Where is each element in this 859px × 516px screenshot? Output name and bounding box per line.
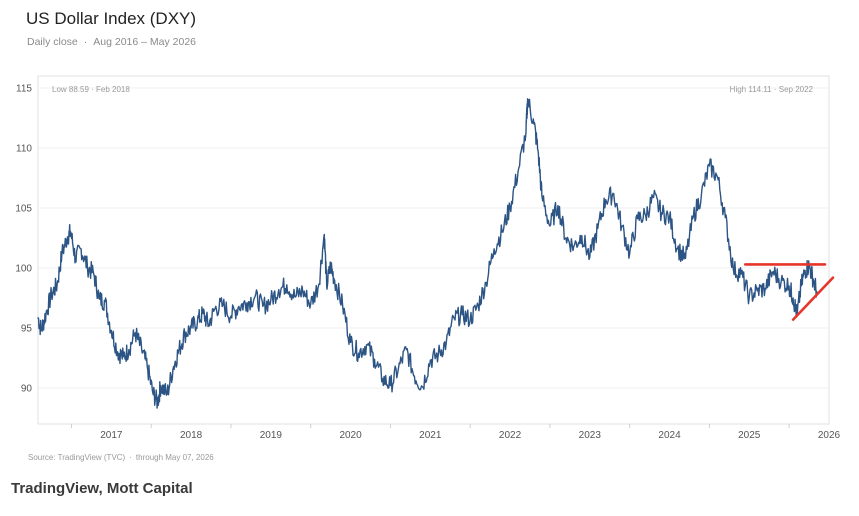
subtitle-separator: · [83,36,88,48]
x-tick-label-2024: 2024 [658,430,681,441]
source-separator: · [129,453,132,462]
subtitle-frequency: Daily close [27,36,78,48]
x-tick-label-2019: 2019 [260,430,283,441]
y-tick-label-100: 100 [15,264,32,275]
low-annotation: Low 88.59 · Feb 2018 [52,85,130,94]
trendline-layer [743,263,835,321]
x-tick-label-2023: 2023 [579,430,602,441]
chart-source: Source: TradingView (TVC) · through May 07… [28,453,214,462]
annotation-layer: Low 88.59 · Feb 2018 High 114.11 · Sep 20… [52,85,814,94]
series-layer [37,98,818,409]
chart-subtitle: Daily close · Aug 2016 – May 2026 [27,36,196,48]
x-tick-label-2025: 2025 [738,430,761,441]
dxy-series-line [37,98,818,409]
y-tick-label-95: 95 [21,324,33,335]
x-tick-label-2026: 2026 [818,430,841,441]
subtitle-range: Aug 2016 – May 2026 [93,36,197,48]
x-tick-label-2018: 2018 [180,430,203,441]
source-through: through May 07, 2026 [135,453,214,462]
y-axis-ticks: 90 95 100 105 110 115 [15,84,32,395]
trendline-rising [791,276,835,321]
source-text: Source: TradingView (TVC) [28,453,126,462]
x-axis-ticks: 2017 2018 2019 2020 2021 2022 2023 2024 2025 2026 [70,424,841,441]
x-tick-label-2021: 2021 [419,430,442,441]
x-tick-label-2020: 2020 [339,430,362,441]
plot-area [37,75,830,425]
plot-frame [37,75,830,425]
high-annotation: High 114.11 · Sep 2022 [730,85,814,94]
dxy-line-chart: 90 95 100 105 110 115 2017 2018 2019 2020 2021 202… [15,75,841,441]
image-credit: TradingView, Mott Capital [11,480,193,497]
y-tick-label-110: 110 [16,144,32,155]
chart-title: US Dollar Index (DXY) [26,9,197,28]
y-tick-label-115: 115 [16,84,32,95]
y-tick-label-90: 90 [21,384,33,395]
x-tick-label-2022: 2022 [499,430,522,441]
y-tick-label-105: 105 [15,204,32,215]
x-tick-label-2017: 2017 [100,430,123,441]
